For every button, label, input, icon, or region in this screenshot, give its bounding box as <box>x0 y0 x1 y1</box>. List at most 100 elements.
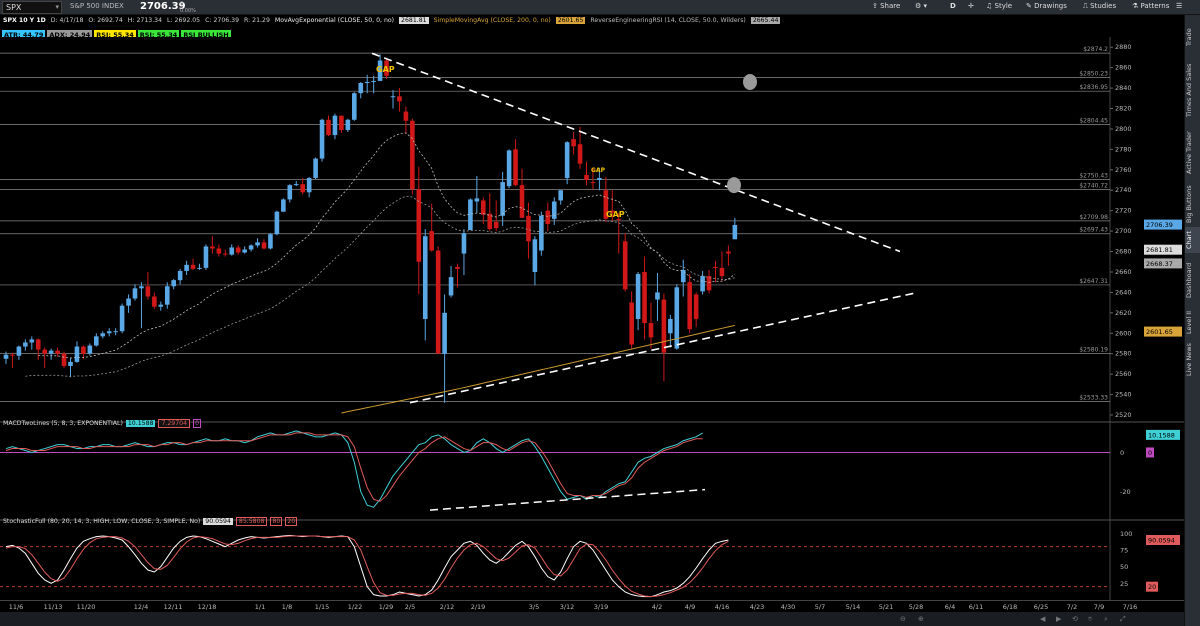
macd-study-label[interactable]: MACDTwoLines (5, 8, 3, EXPONENTIAL) 10.15… <box>3 419 204 429</box>
menu-icon[interactable]: ☰ <box>1176 2 1183 10</box>
time-tick-label: 1/22 <box>347 603 363 611</box>
ema-price-tag-bg <box>1144 244 1182 255</box>
ema-line <box>38 132 736 359</box>
zoom-out-icon[interactable]: ⊖ <box>900 615 906 623</box>
last-price-tag-bg <box>1144 219 1182 230</box>
candle-body <box>255 242 260 246</box>
candle-body <box>468 199 473 231</box>
candle-body <box>706 276 712 291</box>
rsi-price-tag: 2668.37 <box>1146 260 1173 268</box>
candle-body <box>326 119 331 136</box>
time-tick-label: 6/18 <box>1002 603 1018 611</box>
share-icon: ⇪ <box>872 2 881 10</box>
candle-body <box>429 231 434 251</box>
candle-body <box>629 302 634 345</box>
candle-body <box>210 246 215 249</box>
price-tick-label: 2880 <box>1115 43 1132 51</box>
candle-body <box>300 184 305 193</box>
price-level-label: $2804.45 <box>1079 117 1108 124</box>
camera-icon[interactable]: ⌾ <box>1088 615 1093 623</box>
rsi-value: 2665.44 <box>750 17 781 24</box>
candle-body <box>313 158 318 178</box>
magnifier-icon[interactable]: ⌕ <box>1104 615 1108 623</box>
price-level-label: $2580.19 <box>1079 347 1108 354</box>
tab-trade[interactable]: Trade <box>1185 28 1193 46</box>
candle-body <box>558 190 563 201</box>
candle-body <box>455 266 460 269</box>
candle-body <box>481 200 486 215</box>
candle-body <box>55 350 60 354</box>
chart-canvas[interactable]: $2874.2 $2850.23 $2836.95 $2804.45 $2750.43 $… <box>0 15 1184 600</box>
tab-live-news[interactable]: Live News <box>1185 343 1193 377</box>
candle-body <box>590 182 596 184</box>
candle-body <box>571 139 576 147</box>
timeframe-button[interactable]: D <box>950 2 956 10</box>
time-tick-label: 5/21 <box>878 603 894 611</box>
price-tick-label: 2740 <box>1115 186 1132 194</box>
symbol-input[interactable]: SPX ▾ <box>2 1 62 14</box>
expand-icon[interactable]: ⤢ <box>1120 615 1126 623</box>
macd-divergence-trendline <box>429 488 706 511</box>
tab-level-ii[interactable]: Level II <box>1185 310 1193 334</box>
reset-icon[interactable]: ⟲ <box>1072 615 1078 623</box>
crosshair-button[interactable]: ✛ <box>968 2 974 10</box>
tab-times-and-sales[interactable]: Times And Sales <box>1185 63 1193 117</box>
candle-body <box>448 277 454 296</box>
tab-chart[interactable]: Chart <box>1185 227 1200 253</box>
candle-body <box>287 185 293 200</box>
stoch-study-label[interactable]: StochasticFull (80, 20, 14, 3, HIGH, LOW… <box>3 517 300 527</box>
time-tick-label: 4/23 <box>749 603 765 611</box>
drawings-button[interactable]: ✎ Drawings <box>1026 2 1067 10</box>
tab-big-buttons[interactable]: Big Buttons <box>1185 185 1193 223</box>
tab-active-trader[interactable]: Active Trader <box>1185 131 1193 175</box>
symbol-text: SPX <box>6 3 22 12</box>
price-level-label: $2874.2 <box>1083 46 1108 53</box>
crosshair-icon: ✛ <box>968 2 974 10</box>
bar-date: D: 4/17/18 <box>50 17 84 24</box>
tab-dashboard[interactable]: Dashboard <box>1185 262 1193 298</box>
change-value: 0 <box>180 1 184 7</box>
time-tick-label: 2/19 <box>470 603 486 611</box>
time-tick-label: 6/11 <box>968 603 984 611</box>
stoch-tag-bg <box>1146 535 1180 545</box>
macd-zero-tag-bg <box>1146 447 1154 458</box>
bar-range: R: 21.29 <box>244 17 270 24</box>
candle-body <box>164 286 170 305</box>
atr-badge: ATR: 44.79 <box>2 30 46 40</box>
scroll-left-icon[interactable]: ◀ <box>1040 615 1046 623</box>
studies-button[interactable]: ⎍ Studies <box>1083 2 1116 11</box>
bar-close: C: 2706.39 <box>205 17 240 24</box>
settings-button[interactable]: ⚙ ▾ <box>915 2 927 10</box>
candle-body <box>719 267 725 277</box>
sma-value: 2601.65 <box>555 17 586 24</box>
candle-body <box>61 353 67 366</box>
candle-body <box>603 190 609 219</box>
candle-body <box>74 346 80 362</box>
patterns-button[interactable]: ⚗ Patterns <box>1132 2 1169 10</box>
price-level-label: $2697.43 <box>1079 227 1108 234</box>
price-tick-label: 2660 <box>1115 268 1132 276</box>
ema-label[interactable]: MovAvgExponential (CLOSE, 50, 0, no) <box>274 17 395 24</box>
style-button[interactable]: ♫ Style <box>986 2 1012 10</box>
share-button[interactable]: ⇪ Share <box>872 2 900 10</box>
rsi-label[interactable]: ReverseEngineeringRSI (14, CLOSE, 50.0, … <box>590 17 746 24</box>
candle-body <box>700 276 705 292</box>
macd-signal-value: 7.29704 <box>158 419 191 428</box>
candle-body <box>100 333 106 337</box>
sma-price-tag: 2601.65 <box>1146 328 1173 336</box>
price-tick-label: 2760 <box>1115 166 1132 174</box>
side-tab-bar: Trade Times And Sales Active Trader Big … <box>1184 15 1200 626</box>
sma-label[interactable]: SimpleMovingAvg (CLOSE, 200, 0, no) <box>433 17 551 24</box>
candle-body <box>584 174 589 181</box>
candle-body <box>687 282 692 330</box>
scroll-right-icon[interactable]: ▶ <box>1056 615 1062 623</box>
time-tick-label: 11/20 <box>76 603 96 611</box>
candle-body <box>229 247 235 255</box>
candle-body <box>642 271 647 324</box>
candle-body <box>474 198 480 202</box>
support-trendline <box>409 291 919 404</box>
zoom-in-icon[interactable]: ⊕ <box>918 615 924 623</box>
candle-body <box>16 346 22 356</box>
symbol-description: S&P 500 INDEX <box>70 2 124 10</box>
time-tick-label: 3/5 <box>528 603 540 611</box>
